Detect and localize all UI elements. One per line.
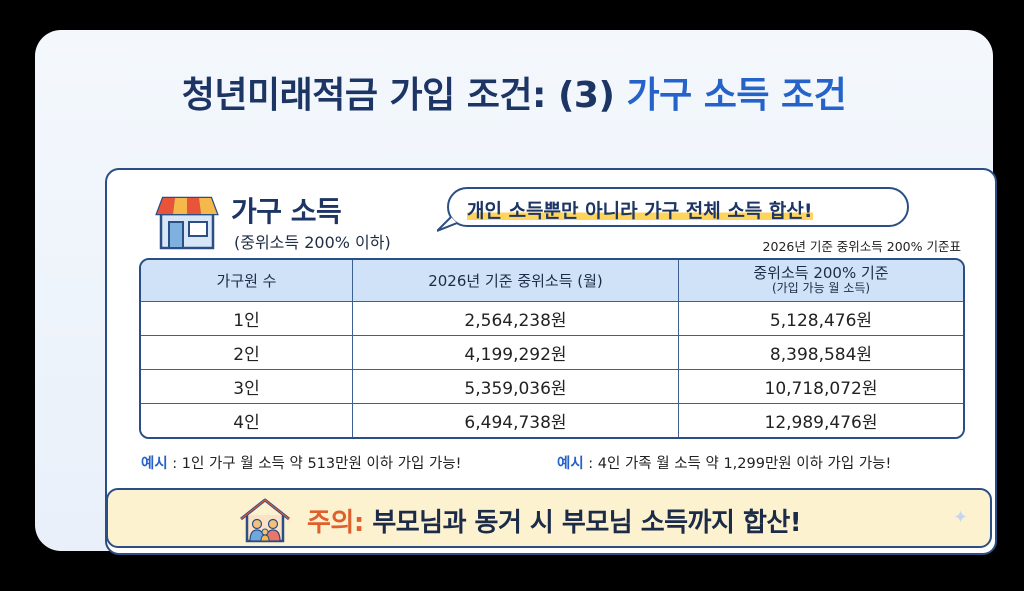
section-title: 가구 소득 xyxy=(231,195,342,228)
cell-200-percent: 8,398,584원 xyxy=(679,336,963,370)
cell-200-percent: 12,989,476원 xyxy=(679,404,963,437)
table-row: 2인 4,199,292원 8,398,584원 xyxy=(141,336,963,370)
store-icon xyxy=(155,196,219,250)
cell-200-percent: 10,718,072원 xyxy=(679,370,963,404)
cell-household-size: 3인 xyxy=(141,370,353,404)
income-panel: 가구 소득 (중위소득 200% 이하) 개인 소득뿐만 아니라 가구 전체 소… xyxy=(105,168,997,555)
table-note: 2026년 기준 중위소득 200% 기준표 xyxy=(762,239,961,254)
header-200-percent-main: 중위소득 200% 기준 xyxy=(753,264,889,282)
caution-text: 주의: 부모님과 동거 시 부모님 소득까지 합산! xyxy=(307,502,802,539)
house-family-icon xyxy=(240,498,290,543)
header-household-size: 가구원 수 xyxy=(141,260,353,302)
info-card: 청년미래적금 가입 조건: (3) 가구 소득 조건 가구 소득 (중위소득 2… xyxy=(35,30,997,555)
cell-household-size: 4인 xyxy=(141,404,353,437)
cell-median-income: 5,359,036원 xyxy=(353,370,679,404)
table-header-row: 가구원 수 2026년 기준 중위소득 (월) 중위소득 200% 기준 (가입… xyxy=(141,260,963,302)
cell-200-percent: 5,128,476원 xyxy=(679,302,963,336)
title-main: 청년미래적금 가입 조건: (3) xyxy=(181,75,615,116)
cell-household-size: 2인 xyxy=(141,336,353,370)
example-2-text: : 4인 가족 월 소득 약 1,299만원 이하 가입 가능! xyxy=(588,456,892,472)
table-row: 3인 5,359,036원 10,718,072원 xyxy=(141,370,963,404)
example-2-label: 예시 xyxy=(557,456,584,472)
cell-median-income: 6,494,738원 xyxy=(353,404,679,437)
page-title: 청년미래적금 가입 조건: (3) 가구 소득 조건 xyxy=(35,66,993,118)
cell-household-size: 1인 xyxy=(141,302,353,336)
cell-median-income: 2,564,238원 xyxy=(353,302,679,336)
callout-text: 개인 소득뿐만 아니라 가구 전체 소득 합산! xyxy=(467,196,813,223)
sparkle-icon: ✦ xyxy=(953,507,969,528)
header-median-income: 2026년 기준 중위소득 (월) xyxy=(353,260,679,302)
example-1: 예시 : 1인 가구 월 소득 약 513만원 이하 가입 가능! xyxy=(141,452,461,473)
example-2: 예시 : 4인 가족 월 소득 약 1,299만원 이하 가입 가능! xyxy=(557,452,891,473)
table-row: 4인 6,494,738원 12,989,476원 xyxy=(141,404,963,437)
table-row: 1인 2,564,238원 5,128,476원 xyxy=(141,302,963,336)
cell-median-income: 4,199,292원 xyxy=(353,336,679,370)
title-accent: 가구 소득 조건 xyxy=(626,75,847,116)
example-1-text: : 1인 가구 월 소득 약 513만원 이하 가입 가능! xyxy=(172,456,462,472)
income-table: 가구원 수 2026년 기준 중위소득 (월) 중위소득 200% 기준 (가입… xyxy=(139,258,965,439)
bubble-tail xyxy=(437,217,457,232)
example-1-label: 예시 xyxy=(141,456,168,472)
header-200-percent: 중위소득 200% 기준 (가입 가능 월 소득) xyxy=(679,260,963,302)
section-subtitle: (중위소득 200% 이하) xyxy=(234,233,391,252)
caution-message: 부모님과 동거 시 부모님 소득까지 합산! xyxy=(372,508,802,538)
callout-bubble: 개인 소득뿐만 아니라 가구 전체 소득 합산! xyxy=(437,187,909,232)
caution-label: 주의: xyxy=(307,508,364,538)
header-200-percent-sub: (가입 가능 월 소득) xyxy=(771,281,871,295)
caution-banner: 주의: 부모님과 동거 시 부모님 소득까지 합산! xyxy=(106,488,992,548)
